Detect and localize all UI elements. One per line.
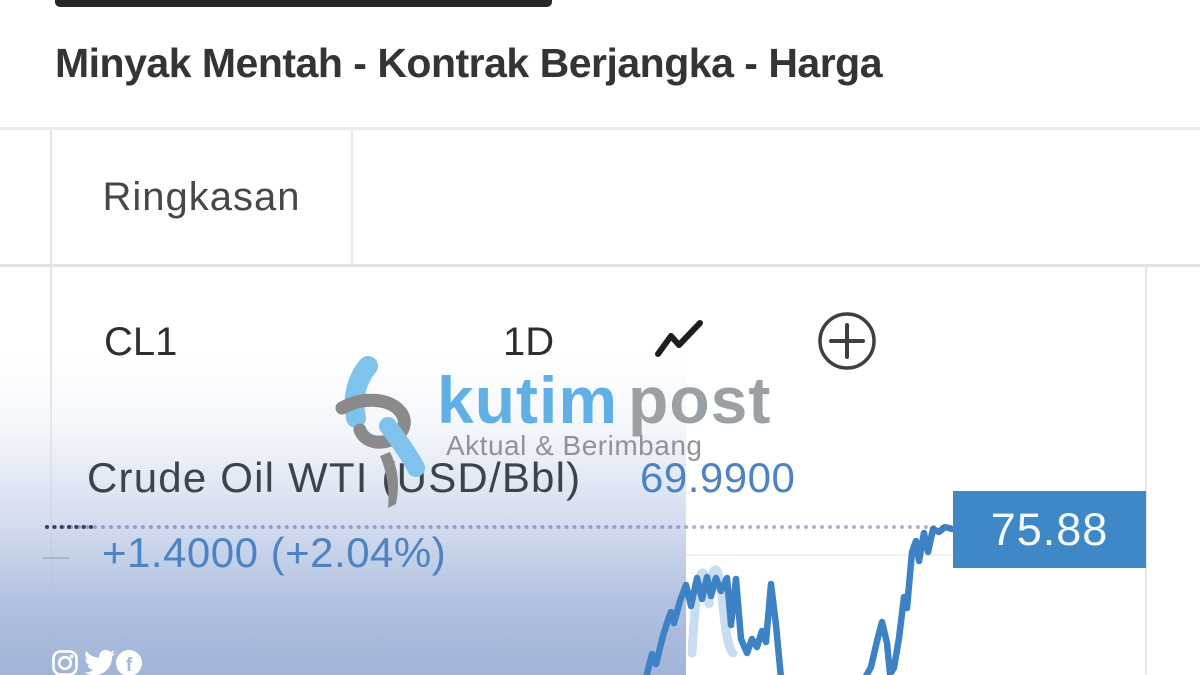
browser-notch-bar <box>55 0 552 7</box>
price-change-value: +1.4000 (+2.04%) <box>102 529 447 576</box>
watermark-tagline: Aktual & Berimbang <box>446 430 703 461</box>
page-title: Minyak Mentah - Kontrak Berjangka - Harg… <box>55 40 883 86</box>
chart-line-segment-a <box>643 573 784 675</box>
timeframe-selector[interactable]: 1D <box>503 320 555 364</box>
facebook-icon[interactable]: f <box>116 650 142 675</box>
watermark-brand-primary: kutim <box>437 363 619 437</box>
watermark-brand-secondary: post <box>628 363 772 437</box>
current-price-marker: 75.88 <box>953 491 1146 568</box>
card-right-border <box>1145 267 1147 675</box>
instrument-name: Crude Oil WTI (USD/Bbl) <box>87 454 582 501</box>
axis-tick <box>43 557 69 559</box>
last-price-value: 69.9900 <box>640 454 796 501</box>
divider-under-title <box>0 127 1200 130</box>
twitter-icon[interactable] <box>84 647 116 675</box>
price-level-dotted-line-start <box>45 525 93 529</box>
divider-under-tabs <box>0 264 1200 267</box>
svg-text:f: f <box>126 655 133 675</box>
instagram-icon[interactable] <box>52 650 78 675</box>
kutimpost-logo-icon <box>335 356 425 508</box>
chart-line-segment-b <box>862 523 956 675</box>
tab-ringkasan[interactable]: Ringkasan <box>50 130 353 264</box>
add-to-watchlist-button[interactable] <box>815 309 879 373</box>
current-price-marker-value: 75.88 <box>990 503 1109 555</box>
symbol-label: CL1 <box>104 320 178 364</box>
chart-type-line-icon[interactable] <box>652 318 716 362</box>
watermark-brand: kutim post <box>437 362 771 438</box>
price-level-dotted-line <box>45 525 953 529</box>
